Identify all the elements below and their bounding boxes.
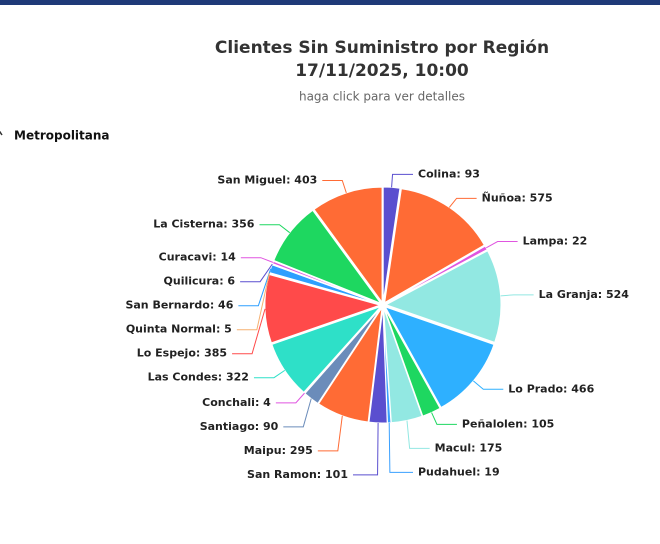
leader-line [388, 422, 413, 473]
data-label: Pudahuel: 19 [418, 465, 500, 478]
leader-line [253, 369, 286, 379]
chart-date: 17/11/2025, 10:00 [295, 61, 469, 81]
leader-line [275, 392, 305, 404]
leader-line [406, 420, 430, 449]
leader-line [240, 263, 273, 283]
pie-slice[interactable] [384, 250, 502, 344]
data-label: Ñuñoa: 575 [482, 191, 553, 204]
pie-slice[interactable] [271, 260, 381, 305]
pie-slice[interactable] [303, 306, 382, 395]
leader-line [322, 179, 347, 193]
data-label: San Ramon: 101 [247, 468, 348, 481]
leader-line [500, 294, 534, 297]
pie-slice[interactable] [384, 188, 485, 304]
data-label: San Miguel: 403 [217, 173, 317, 186]
leader-line [485, 241, 518, 249]
data-label: San Bernardo: 46 [125, 299, 233, 312]
data-label: Quinta Normal: 5 [126, 323, 232, 336]
leader-line [232, 308, 266, 355]
pie-slice[interactable] [384, 306, 495, 409]
data-label: Maipu: 295 [244, 444, 313, 457]
pie-slice[interactable] [317, 307, 383, 423]
leader-line [317, 415, 343, 452]
data-label: Santiago: 90 [200, 420, 279, 433]
leader-line [473, 380, 504, 390]
chart-subtitle: haga click para ver detalles [299, 90, 465, 104]
data-label: Lo Prado: 466 [508, 382, 594, 395]
data-label: Conchali: 4 [202, 396, 271, 409]
pie-slice[interactable] [313, 186, 383, 304]
leader-line [240, 257, 274, 263]
data-label: Quilicura: 6 [164, 275, 236, 288]
data-label: Lo Espejo: 385 [137, 347, 227, 360]
data-label: Lampa: 22 [523, 235, 588, 248]
top-bar [0, 0, 660, 5]
data-label: Macul: 175 [435, 441, 503, 454]
chart-title: Clientes Sin Suministro por Región [215, 38, 549, 58]
pie-slice[interactable] [271, 306, 381, 393]
pie-slice[interactable] [273, 209, 383, 305]
leader-line [236, 273, 270, 331]
data-label: Curacavi: 14 [159, 251, 237, 264]
region-label[interactable]: Metropolitana [14, 129, 110, 143]
leader-line [391, 173, 413, 188]
data-label: La Granja: 524 [539, 288, 630, 301]
leader-line [238, 268, 272, 307]
region-chevron[interactable] [0, 129, 3, 136]
data-label: La Cisterna: 356 [153, 218, 255, 231]
pie-slice[interactable] [385, 245, 488, 304]
leader-line [431, 412, 457, 425]
data-label: Las Condes: 322 [148, 371, 249, 384]
data-label: Peñalolen: 105 [462, 417, 554, 430]
leader-line [448, 197, 477, 208]
data-label: Colina: 93 [418, 167, 480, 180]
leader-line [283, 398, 312, 428]
leader-line [353, 422, 379, 476]
leader-line [259, 224, 291, 234]
